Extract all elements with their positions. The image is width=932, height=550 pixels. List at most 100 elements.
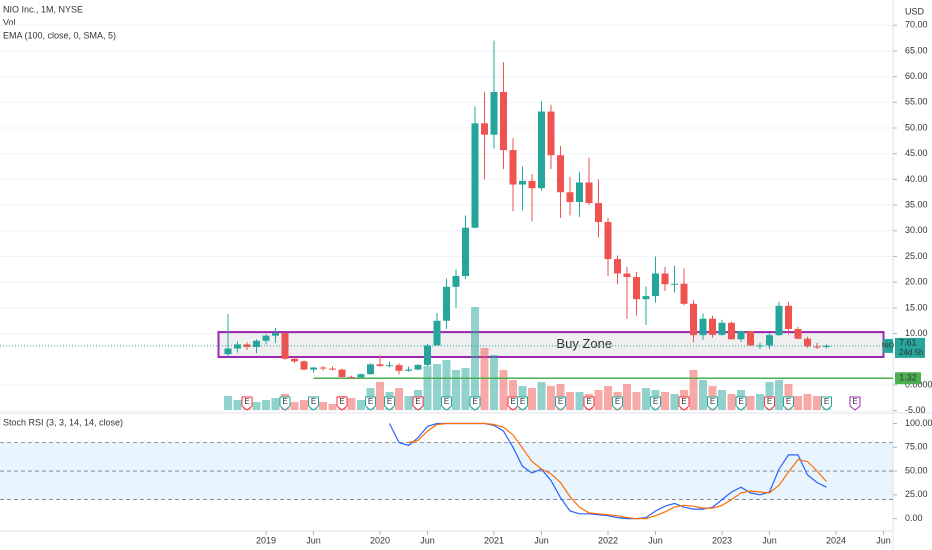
countdown-label: 24d 5h [899, 348, 923, 357]
y-tick-label: 30.00 [905, 225, 928, 235]
earnings-label: E [615, 397, 620, 406]
volume-bar [547, 386, 555, 410]
candle-body [519, 180, 526, 185]
candle-body [747, 331, 754, 346]
y-tick-label: 35.00 [905, 199, 928, 209]
volume-bar [623, 384, 631, 410]
y-tick-label: 0.0000 [905, 379, 932, 389]
earnings-marker [469, 396, 481, 411]
last-price-tag [895, 337, 925, 358]
candle-body [813, 346, 821, 348]
stoch-line [408, 422, 827, 520]
candle-body [481, 123, 488, 135]
volume-label: Vol [3, 17, 16, 27]
earnings-label: E [681, 397, 686, 406]
candle-body [566, 192, 574, 203]
earnings-marker [308, 396, 319, 411]
candle-body [595, 203, 602, 223]
candle-body [329, 368, 336, 370]
symbol-tag [883, 338, 893, 353]
candle-body [443, 286, 450, 321]
volume-bar [480, 348, 489, 410]
volume-bar [442, 360, 451, 410]
x-tick-label: 2024 [826, 535, 846, 545]
volume-bar [642, 388, 650, 410]
chart-title: NIO Inc., 1M, NYSE [3, 4, 83, 14]
x-tick-label: Jun [534, 535, 549, 545]
earnings-marker [412, 396, 424, 411]
earnings-label: E [852, 397, 857, 406]
y-tick-label: 55.00 [905, 97, 928, 107]
x-tick-label: 2020 [370, 535, 390, 545]
volume-bar [594, 390, 603, 410]
earnings-label: E [558, 397, 563, 406]
candle-body [728, 322, 735, 340]
earnings-label: E [586, 397, 591, 406]
x-tick-label: Jun [876, 535, 891, 545]
earnings-marker [821, 396, 832, 411]
currency: USD [905, 6, 925, 16]
volume-bar [471, 307, 479, 410]
candle-body [405, 369, 412, 371]
y-tick-label: -5.00 [905, 405, 926, 415]
y-tick-label: 20.00 [905, 277, 928, 287]
volume-bar [452, 370, 460, 410]
earnings-marker [507, 396, 519, 411]
y-tick-label: 10.00 [905, 328, 928, 338]
earnings-marker [849, 396, 861, 411]
volume-bar [528, 388, 536, 410]
candle-body [576, 182, 583, 203]
volume-bar [357, 400, 365, 410]
volume-bar [775, 380, 783, 410]
volume-bar [813, 396, 821, 410]
y-tick-label: 45.00 [905, 148, 928, 158]
candle-body [234, 344, 241, 349]
earnings-marker [441, 396, 452, 411]
volume-bar [632, 392, 641, 410]
volume-bar [319, 402, 327, 410]
candle-body [310, 367, 317, 370]
earnings-marker [555, 396, 566, 411]
candle-body [690, 303, 697, 336]
candle-body [680, 283, 688, 304]
volume-bar [224, 396, 232, 410]
earnings-marker [764, 396, 775, 411]
volume-bar [689, 370, 698, 410]
earnings-label: E [653, 397, 658, 406]
volume-bar [252, 402, 261, 410]
candle-body [652, 273, 659, 297]
y-tick-label: 15.00 [905, 302, 928, 312]
candle-body [462, 227, 469, 277]
volume-bar [604, 386, 612, 410]
volume-bar [803, 394, 812, 410]
candle-body [614, 259, 621, 274]
candle-body [291, 358, 298, 362]
candle-body [766, 335, 773, 346]
candle-body [661, 273, 669, 285]
x-tick-label: Jun [648, 535, 663, 545]
y-tick-label: 50.00 [905, 122, 928, 132]
earnings-marker [583, 396, 595, 411]
earnings-marker [279, 396, 291, 411]
support-label: 1.32 [899, 373, 917, 383]
buy-zone [217, 331, 885, 358]
earnings-label: E [387, 397, 392, 406]
indicator-label: EMA (100, close, 0, SMA, 5) [3, 30, 116, 40]
volume-bar [537, 382, 546, 410]
buy-zone-label: Buy Zone [556, 336, 612, 351]
volume-bar [490, 355, 498, 410]
candle-body [424, 345, 431, 365]
earnings-label: E [767, 397, 772, 406]
candle-body [709, 318, 716, 335]
y-tick-label: 40.00 [905, 174, 928, 184]
earnings-label: E [282, 397, 287, 406]
volume-bar [376, 382, 384, 410]
earnings-marker [241, 396, 253, 411]
candle-body [500, 92, 507, 151]
candle-body [357, 374, 365, 378]
x-tick-label: Jun [762, 535, 777, 545]
earnings-label: E [444, 397, 449, 406]
candle-body [528, 180, 536, 189]
candle-body [433, 320, 441, 346]
volume-bar [699, 380, 707, 410]
